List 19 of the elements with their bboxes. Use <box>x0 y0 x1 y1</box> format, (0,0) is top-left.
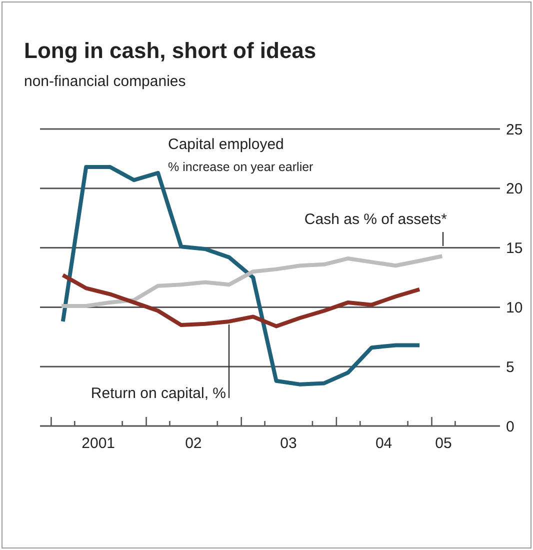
y-tick-label: 15 <box>506 240 523 258</box>
y-tick-label: 5 <box>506 358 514 376</box>
line-series <box>60 254 444 308</box>
text: Return on capital, % <box>90 385 226 402</box>
chart-subtitle: non-financial companies <box>24 73 186 90</box>
annotation: % increase on year earlier <box>168 160 314 174</box>
y-tick-label: 20 <box>506 180 523 198</box>
x-tick-label: 02 <box>185 435 202 452</box>
y-tick-label: 10 <box>506 299 523 316</box>
line-series <box>60 273 422 328</box>
x-tick-label: 03 <box>280 435 297 452</box>
x-tick-label: 2001 <box>82 435 116 452</box>
chart-title: Long in cash, short of ideas <box>24 38 316 63</box>
x-tick-label: 04 <box>375 435 392 452</box>
x-tick-label: 05 <box>435 435 452 452</box>
y-tick-label: 25 <box>506 121 523 138</box>
series-label: Capital employed <box>168 136 284 153</box>
series-label: Cash as % of assets* <box>304 211 448 228</box>
y-tick-label: 0 <box>506 418 514 436</box>
